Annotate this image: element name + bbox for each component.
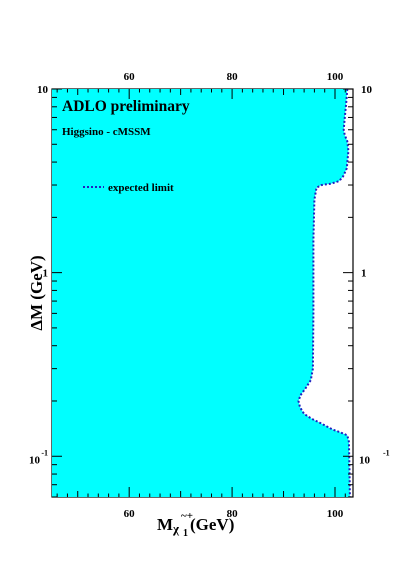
legend-label: expected limit bbox=[108, 182, 174, 194]
excluded-region-fill bbox=[52, 89, 350, 497]
y-tick-label-right-exp: -1 bbox=[383, 448, 390, 457]
chart-subtitle: Higgsino - cMSSM bbox=[62, 126, 151, 138]
y-tick-label-left: 10 bbox=[29, 454, 41, 466]
x-tick-label-top: 100 bbox=[327, 71, 344, 83]
x-axis-label-sub: χ bbox=[172, 521, 180, 536]
x-axis-label-sup: ~+ bbox=[181, 510, 193, 522]
y-tick-label-left: 10 bbox=[37, 84, 49, 96]
x-axis-label: M χ ~+ 1 (GeV) bbox=[157, 510, 234, 539]
x-tick-label-bottom: 60 bbox=[124, 508, 136, 520]
plot-area bbox=[51, 88, 354, 498]
y-tick-label-left: 1 bbox=[43, 268, 49, 280]
x-axis-label-main: M bbox=[157, 515, 173, 534]
x-tick-label-bottom: 80 bbox=[227, 508, 239, 520]
y-tick-label-right: 10 bbox=[361, 84, 373, 96]
x-axis-label-sub2: 1 bbox=[183, 528, 188, 539]
x-tick-label-bottom: 100 bbox=[327, 508, 344, 520]
y-tick-label-right: 10 bbox=[359, 454, 371, 466]
x-tick-label-top: 80 bbox=[227, 71, 239, 83]
legend: expected limit bbox=[83, 182, 174, 194]
y-tick-label-left-exp: -1 bbox=[41, 448, 48, 457]
expected-limit-line bbox=[297, 88, 351, 498]
y-tick-label-right: 1 bbox=[361, 268, 367, 280]
x-tick-label-top: 60 bbox=[124, 71, 136, 83]
chart-title: ADLO preliminary bbox=[62, 98, 190, 115]
y-axis-label: ΔM (GeV) bbox=[27, 255, 46, 330]
x-axis-label-unit: (GeV) bbox=[190, 515, 234, 534]
